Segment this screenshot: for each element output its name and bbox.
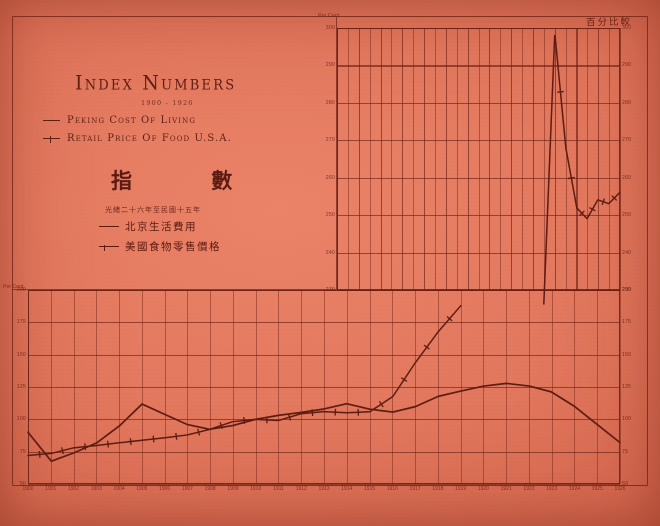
x-tick-label: 1908 <box>204 486 216 492</box>
y-tick-label: 290 <box>325 62 335 69</box>
x-tick-label: 1906 <box>159 486 171 492</box>
y-tick-label: 270 <box>622 137 632 144</box>
x-tick-label: 1902 <box>67 486 80 492</box>
lower-axis-right <box>618 290 620 484</box>
legend-label-usa-english: Retail Price Of Food U.S.A. <box>67 133 232 144</box>
lower-axis-top <box>28 290 620 292</box>
y-tick-label: 125 <box>16 384 26 390</box>
x-tick-label: 1920 <box>477 486 489 492</box>
legend-swatch-solid-icon <box>43 120 60 121</box>
axis-caption-lower-left: Per Cent <box>3 284 24 290</box>
x-tick-label: 1919 <box>455 486 467 492</box>
x-tick-label: 1907 <box>181 486 193 492</box>
x-tick-label: 1923 <box>546 486 558 492</box>
x-tick-label: 1922 <box>523 486 535 492</box>
x-tick-label: 1926 <box>614 486 626 492</box>
x-tick-label: 1904 <box>113 486 125 492</box>
title-legend-block: Index Numbers 1900 - 1926 Peking Cost Of… <box>13 17 337 290</box>
upper-chart-panel: 2302302402402502502602602702702802802902… <box>326 25 631 305</box>
y-tick-label: 280 <box>622 99 632 106</box>
y-tick-label: 280 <box>325 99 335 106</box>
lower-axis-bottom <box>28 482 620 484</box>
upper-axis-left <box>337 28 339 290</box>
x-tick-label: 1921 <box>500 486 512 492</box>
legend-item-peking-english: Peking Cost Of Living <box>43 115 196 126</box>
upper-grid <box>337 28 622 292</box>
x-tick-label: 1900 <box>22 486 34 492</box>
y-tick-label: 175 <box>622 319 632 326</box>
lower-chart-panel: 50 50 75 75 100 100 125 125 150 150 175 175 200 200 19… <box>17 287 631 492</box>
y-tick-label: 290 <box>622 62 632 69</box>
x-tick-label: 1911 <box>273 486 284 492</box>
x-tick-label: 1903 <box>90 486 102 492</box>
x-tick-label: 1909 <box>227 486 239 492</box>
legend-item-peking-chinese: 北京生活費用 <box>99 219 197 234</box>
chart-outer-frame <box>12 16 648 486</box>
x-tick-label: 1905 <box>136 486 148 492</box>
y-tick-label: 200 <box>16 287 26 293</box>
legend-item-usa-chinese: 美國食物零售價格 <box>99 239 221 254</box>
y-tick-label: 250 <box>325 212 335 219</box>
x-tick-label: 1918 <box>432 486 444 492</box>
y-tick-label: 260 <box>325 174 335 181</box>
upper-series-lines <box>543 34 621 305</box>
y-tick-label: 150 <box>16 351 26 358</box>
legend-item-usa-english: Retail Price Of Food U.S.A. <box>43 133 232 144</box>
lower-axis-left <box>28 290 30 484</box>
x-tick-label: 1924 <box>568 486 581 492</box>
y-tick-label: 250 <box>622 212 632 219</box>
y-tick-label: 50 <box>19 481 26 487</box>
y-tick-label: 300 <box>622 25 632 31</box>
x-tick-label: 1912 <box>295 486 307 492</box>
y-tick-label: 200 <box>622 287 632 293</box>
x-tick-label: 1917 <box>409 486 421 492</box>
y-tick-label: 260 <box>622 174 632 181</box>
y-tick-label: 150 <box>622 351 632 358</box>
upper-axis-right <box>618 28 620 290</box>
legend-label-peking-english: Peking Cost Of Living <box>67 115 197 126</box>
y-tick-label: 50 <box>622 481 629 487</box>
y-tick-label: 125 <box>622 384 632 390</box>
y-tick-label: 175 <box>16 319 26 326</box>
y-tick-label: 240 <box>622 249 632 256</box>
page-title-english: Index Numbers <box>75 71 237 95</box>
x-tick-label: 1910 <box>250 486 262 492</box>
lower-series-lines <box>27 304 621 463</box>
subtitle-english: 1900 - 1926 <box>141 99 194 107</box>
x-tick-label: 1901 <box>45 486 57 492</box>
legend-swatch-ticked-cn-icon <box>99 244 119 251</box>
y-tick-label: 75 <box>622 448 629 455</box>
y-tick-label: 100 <box>16 416 26 423</box>
x-tick-label: 1925 <box>591 486 603 492</box>
upper-axis-bottom <box>337 288 620 290</box>
y-tick-label: 230 <box>622 287 632 293</box>
legend-label-peking-chinese: 北京生活費用 <box>125 221 197 233</box>
legend-swatch-solid-cn-icon <box>99 226 119 227</box>
subtitle-chinese: 光緒二十六年至民國十五年 <box>105 206 201 214</box>
x-tick-label: 1915 <box>363 486 376 492</box>
upper-axis-top <box>337 28 620 30</box>
y-tick-label: 100 <box>622 416 632 423</box>
y-tick-label: 75 <box>19 448 26 455</box>
x-tick-label: 1916 <box>386 486 398 492</box>
x-tick-label: 1913 <box>318 486 330 492</box>
page-title-chinese: 指 數 <box>111 169 269 193</box>
y-tick-label: 270 <box>325 137 335 144</box>
legend-label-usa-chinese: 美國食物零售價格 <box>125 241 221 253</box>
legend-swatch-ticked-icon <box>43 136 60 143</box>
axis-caption-left: Per Cent <box>318 13 340 19</box>
y-tick-label: 300 <box>325 25 335 31</box>
x-tick-label: 1914 <box>341 486 353 492</box>
y-tick-label: 240 <box>325 249 335 256</box>
